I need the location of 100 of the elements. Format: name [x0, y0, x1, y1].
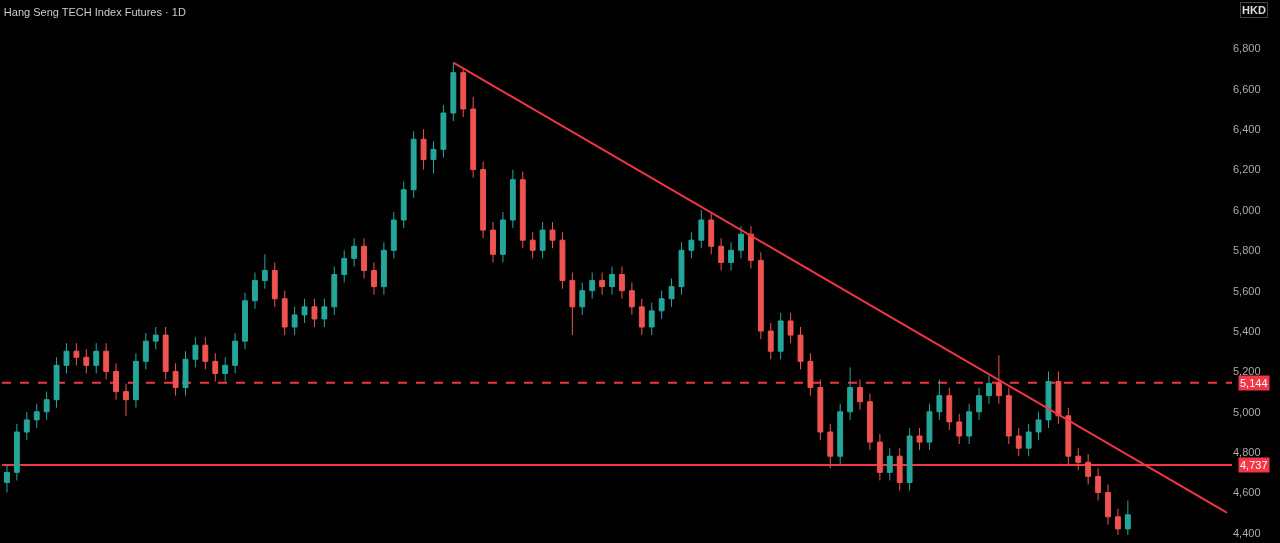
- candlestick: [966, 403, 973, 445]
- candlestick: [956, 413, 963, 445]
- candlestick: [509, 169, 516, 229]
- candlestick: [1065, 407, 1072, 465]
- y-tick-label: 5,600: [1233, 284, 1261, 297]
- candlestick: [609, 265, 615, 296]
- candlestick: [986, 374, 992, 405]
- y-tick-label: 6,600: [1233, 82, 1261, 95]
- candlestick: [638, 298, 645, 336]
- candlestick: [291, 306, 298, 336]
- text: HKD: [1242, 4, 1266, 16]
- candlestick: [886, 447, 893, 481]
- candlestick: [797, 326, 804, 370]
- candlestick: [559, 231, 566, 290]
- candlestick: [361, 237, 367, 280]
- candlestick: [698, 209, 705, 249]
- candlestick: [321, 298, 328, 328]
- candlestick: [212, 352, 219, 383]
- candlestick: [162, 326, 169, 380]
- candlestick: [113, 362, 119, 401]
- candlestick: [619, 265, 625, 300]
- candlestick: [1115, 508, 1121, 536]
- candlestick: [371, 261, 377, 296]
- candlestick: [807, 352, 814, 397]
- candlestick: [192, 336, 199, 368]
- y-tick-label: 5,000: [1233, 405, 1261, 418]
- candlestick: [827, 423, 834, 469]
- candlestick: [4, 463, 10, 494]
- candlestick: [718, 237, 725, 271]
- y-tick-label: 4,800: [1233, 446, 1261, 459]
- y-tick-label: 5,800: [1233, 244, 1261, 257]
- candlestick: [926, 403, 933, 451]
- candlestick: [341, 249, 348, 284]
- candlestick: [410, 130, 417, 199]
- candlestick: [817, 379, 824, 441]
- candlestick: [628, 282, 635, 316]
- candlestick: [569, 272, 576, 336]
- candlestick: [1075, 447, 1082, 471]
- candlestick: [738, 225, 744, 259]
- candlestick: [1045, 370, 1052, 429]
- candlestick: [906, 427, 913, 492]
- candlestick: [93, 342, 100, 374]
- candlestick: [232, 332, 239, 374]
- ref-line-label: 5,144: [1240, 377, 1268, 389]
- candlestick: [500, 211, 506, 263]
- candlestick: [777, 312, 784, 360]
- candlestick: [470, 96, 477, 179]
- y-tick-label: 6,800: [1233, 42, 1261, 55]
- candlestick: [480, 160, 487, 239]
- candlestick: [995, 354, 1002, 405]
- candlestick: [688, 231, 695, 259]
- candlestick: [132, 352, 139, 409]
- candlestick: [678, 241, 685, 296]
- candlestick: [1005, 387, 1012, 445]
- candlestick: [896, 447, 903, 492]
- candlestick: [1085, 453, 1092, 485]
- candlestick: [83, 348, 90, 374]
- candlestick: [757, 251, 764, 340]
- candlestick: [390, 211, 397, 259]
- candlestick: [281, 290, 288, 336]
- candlestick: [53, 356, 60, 409]
- candlestick: [311, 298, 318, 328]
- candlestick: [261, 253, 268, 290]
- candlestick: [450, 62, 457, 122]
- candlestick: [400, 181, 407, 229]
- candlestick: [847, 366, 854, 421]
- candlestick: [301, 298, 308, 324]
- candlestick: [668, 278, 675, 308]
- candlestick: [579, 282, 586, 316]
- candlestick: [648, 302, 655, 336]
- ref-line-label: 4,737: [1240, 459, 1268, 471]
- candlestick: [103, 342, 110, 380]
- candlestick: [708, 211, 715, 255]
- candlestick: [1105, 483, 1111, 526]
- candlestick: [33, 403, 40, 429]
- candlestick: [242, 292, 248, 350]
- candlestick: [430, 140, 437, 175]
- candlestick: [271, 261, 278, 308]
- candlestick: [63, 342, 70, 374]
- candlestick: [252, 272, 258, 310]
- candlestick: [599, 272, 606, 296]
- candlestick: [460, 68, 467, 118]
- candlestick: [787, 312, 794, 344]
- y-tick-label: 6,400: [1233, 123, 1261, 136]
- candlestick: [946, 387, 953, 431]
- candlestick: [351, 237, 358, 267]
- y-tick-label: 5,200: [1233, 365, 1261, 378]
- candlestick: [142, 332, 149, 370]
- candlestick: [331, 265, 338, 316]
- candlestick: [867, 393, 873, 451]
- candlestick: [222, 356, 229, 383]
- candlestick: [202, 336, 209, 370]
- candlestick: [1124, 500, 1131, 536]
- candlestick: [857, 379, 863, 411]
- candlestick: [916, 427, 923, 451]
- candlestick: [380, 241, 387, 296]
- candlestick: [976, 387, 982, 421]
- candlestick: [936, 379, 943, 421]
- candlestick: [549, 221, 556, 249]
- candlestick: [529, 231, 536, 259]
